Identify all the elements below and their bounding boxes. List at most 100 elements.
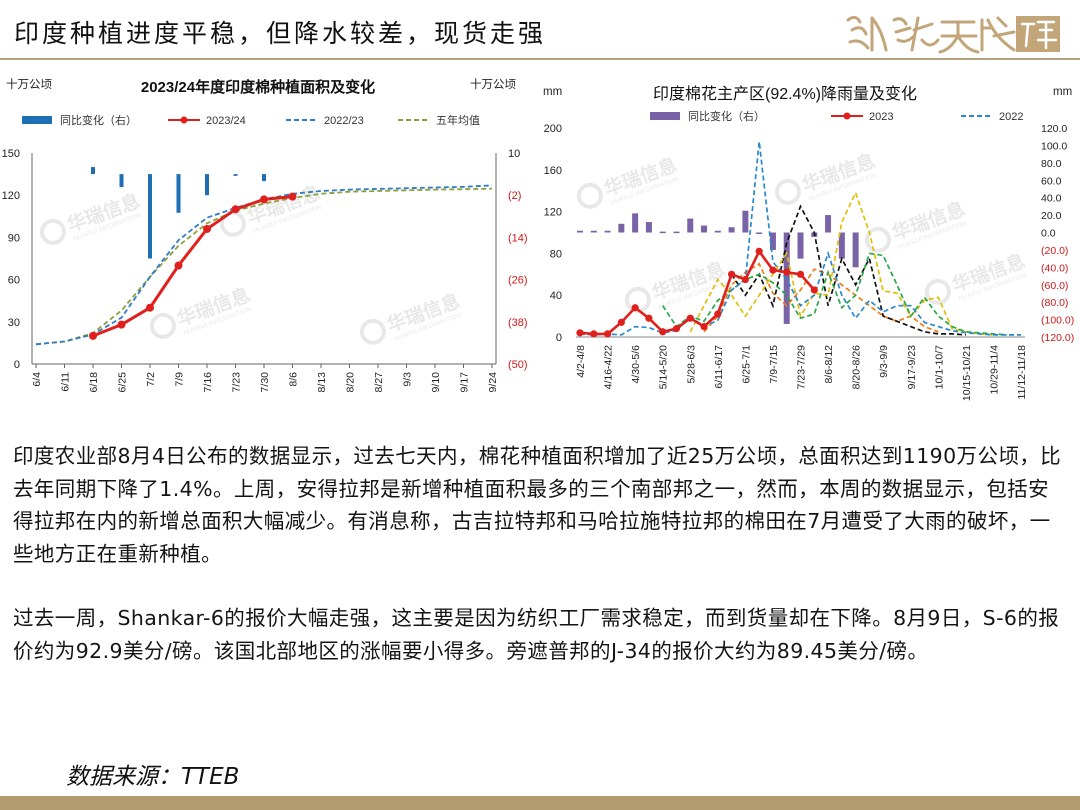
bar [205, 174, 209, 196]
data-point [576, 329, 584, 337]
watermark-icon [624, 286, 651, 313]
x-tick-label: 8/6 [288, 372, 300, 387]
bar [233, 174, 238, 176]
y-unit-left: mm [543, 86, 562, 98]
data-point [714, 310, 722, 318]
x-tick-label: 8/13 [316, 372, 328, 393]
y-tick-label-left: 200 [544, 123, 562, 135]
data-point [741, 275, 749, 284]
y-tick-label-right: 20.0 [1041, 210, 1062, 222]
data-point [700, 322, 708, 331]
x-tick-label: 7/23-7/29 [796, 345, 808, 390]
legend: 同比变化（右） 2023/24 2022/23 五年均值 [22, 113, 480, 127]
data-point [631, 304, 639, 312]
data-source: 数据来源：TTEB [66, 764, 240, 790]
y-tick-label-left: 80 [550, 248, 562, 260]
data-point [686, 314, 694, 322]
y-tick-label-right: 60.0 [1041, 175, 1062, 187]
bar [701, 225, 708, 233]
legend-label: 2023 [869, 111, 893, 123]
bar [825, 215, 832, 233]
y-tick-label-right: (20.0) [1041, 245, 1068, 257]
y-tick-label-right: (50) [508, 359, 528, 371]
x-tick-label: 6/4 [31, 372, 43, 387]
data-point [727, 270, 736, 278]
y-tick-label-right: (80.0) [1041, 297, 1068, 309]
legend-label: 2022/23 [324, 115, 364, 127]
analysis-paragraph-1: 印度农业部8月4日公布的数据显示，过去七天内，棉花种植面积增加了近25万公顷，总… [13, 444, 1062, 566]
x-tick-label: 5/14-5/20 [658, 345, 670, 390]
x-tick-label: 8/20-8/26 [851, 345, 863, 390]
bar [673, 231, 680, 234]
x-tick-label: 6/25 [117, 372, 129, 393]
analysis-paragraph-2: 过去一周，Shankar-6的报价大幅走强，这主要是因为纺织工厂需求稳定，而到货… [13, 606, 1060, 663]
y-tick-label-right: (2) [508, 190, 521, 202]
y-tick-label-right: 120.0 [1041, 123, 1067, 135]
bar [797, 232, 804, 259]
x-tick-label: 6/11 [60, 372, 72, 392]
y-tick-label-left: 150 [2, 148, 20, 160]
x-tick-label: 10/15-10/21 [961, 345, 973, 401]
x-tick-label: 6/11-6/17 [713, 345, 725, 389]
watermark-icon [924, 278, 951, 305]
data-point [783, 268, 791, 276]
y-tick-label-right: (40.0) [1041, 262, 1068, 274]
bar [618, 223, 625, 233]
x-tick-label: 7/9 [174, 372, 186, 387]
data-point [810, 286, 818, 294]
y-unit-left: 十万公顷 [6, 77, 52, 91]
watermark-icon [149, 312, 176, 339]
data-point [645, 314, 653, 322]
series-line [92, 195, 293, 338]
x-tick-label: 9/17-9/23 [906, 345, 918, 390]
bar [91, 167, 95, 175]
legend-marker [180, 116, 188, 124]
watermark-icon [359, 318, 386, 345]
series-line [579, 141, 1021, 336]
x-tick-label: 8/6-8/12 [823, 345, 835, 384]
bar [604, 230, 611, 233]
y-tick-label-left: 40 [550, 290, 562, 302]
series-line [730, 204, 966, 336]
legend-swatch [650, 112, 680, 120]
bar [742, 210, 749, 233]
chart-title: 印度棉花主产区(92.4%)降雨量及变化 [653, 85, 917, 103]
data-point [146, 303, 154, 312]
y-tick-label-left: 60 [8, 275, 20, 287]
x-tick-label: 4/30-5/6 [630, 345, 642, 384]
page-title: 印度种植进度平稳，但降水较差，现货走强 [14, 19, 547, 48]
y-tick-label-right: 80.0 [1041, 158, 1062, 170]
data-point [260, 195, 268, 204]
y-unit-right: mm [1053, 86, 1072, 98]
bar [645, 222, 652, 233]
y-tick-label-left: 30 [8, 317, 20, 329]
legend-label: 2023/24 [206, 115, 246, 127]
x-tick-label: 6/25-7/1 [740, 345, 752, 384]
watermark-icon [774, 178, 801, 205]
y-tick-label-left: 120 [544, 207, 562, 219]
y-tick-label-left: 120 [2, 190, 20, 202]
x-tick-label: 9/24 [487, 372, 499, 393]
series-line [35, 187, 493, 346]
series-line [689, 190, 994, 336]
y-tick-label-right: 0.0 [1041, 228, 1056, 240]
bar [756, 232, 763, 234]
bar [852, 232, 859, 268]
y-unit-right: 十万公顷 [470, 77, 516, 91]
bar [659, 231, 666, 234]
data-point [659, 328, 667, 336]
x-tick-label: 8/27 [373, 372, 385, 393]
data-point [755, 247, 763, 255]
bar [262, 174, 266, 182]
x-tick-label: 4/16-4/22 [603, 345, 615, 390]
bar [119, 174, 124, 188]
y-tick-label-left: 90 [8, 232, 20, 244]
x-tick-label: 4/2-4/8 [575, 345, 587, 378]
y-tick-label-right: (100.0) [1041, 315, 1074, 327]
watermark-icon [39, 218, 66, 245]
brand-logo [846, 15, 1060, 54]
